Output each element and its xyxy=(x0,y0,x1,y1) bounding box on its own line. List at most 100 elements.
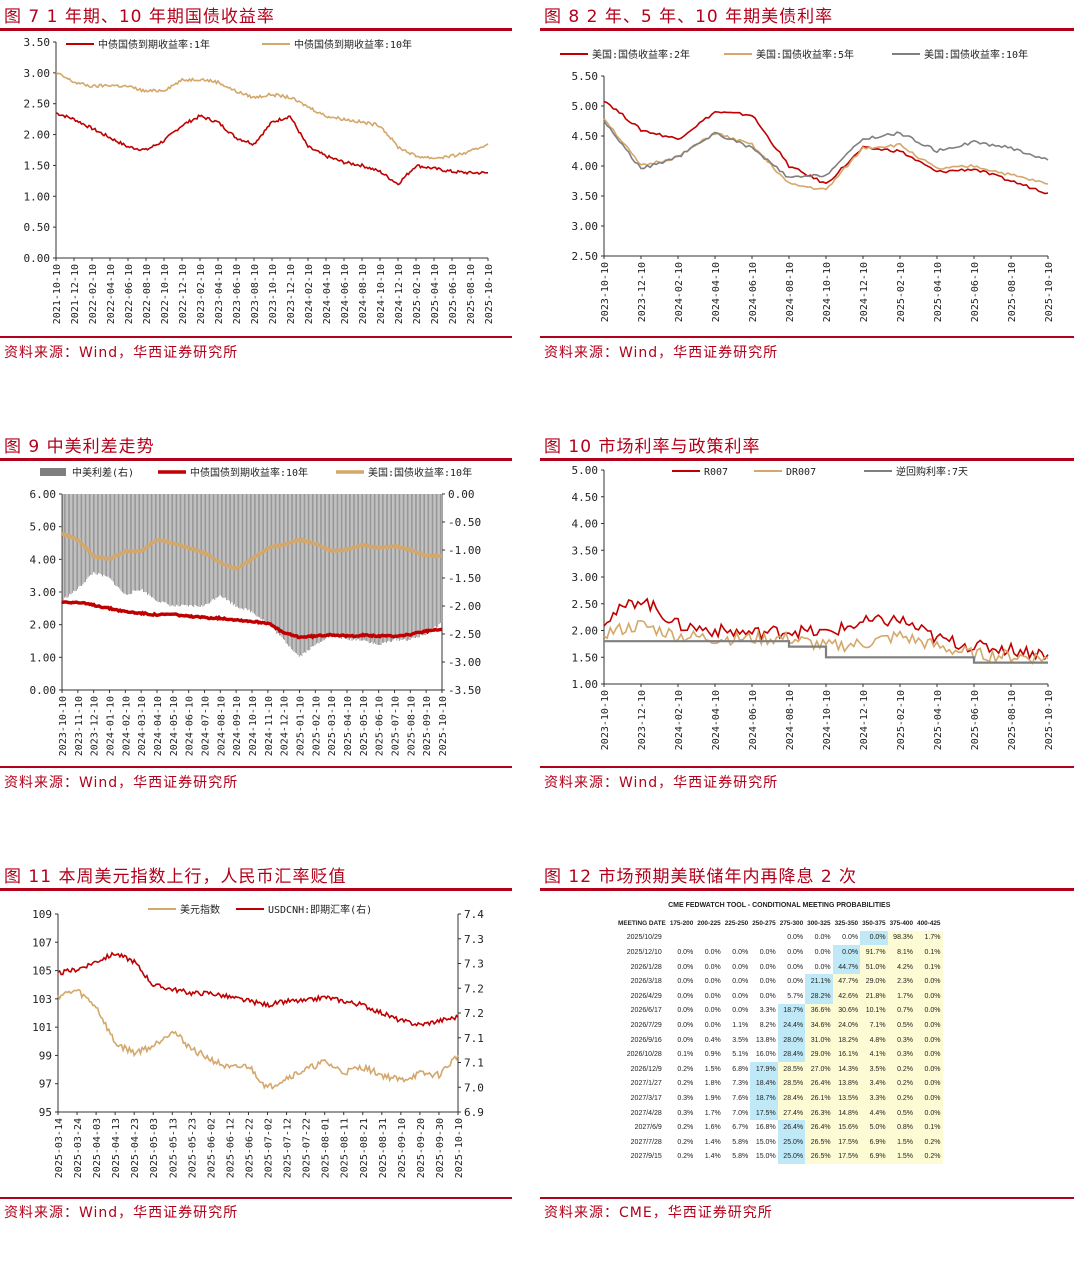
x-tick-label: 2025-09-10 xyxy=(397,1118,408,1178)
spread-bar xyxy=(207,494,209,604)
spread-bar xyxy=(62,494,64,601)
spread-bar xyxy=(176,494,177,605)
probability-cell: 28.4% xyxy=(777,1091,806,1106)
spread-bar xyxy=(218,494,220,597)
meeting-date-cell: 2026/12/9 xyxy=(630,1065,662,1073)
spread-bar xyxy=(230,494,232,604)
spread-bar xyxy=(152,494,154,598)
spread-bar xyxy=(168,494,170,605)
probability-cell: 26.5% xyxy=(805,1134,833,1150)
probability-cell: 5.0% xyxy=(860,1120,888,1135)
spread-bar xyxy=(293,494,295,652)
probability-cell xyxy=(668,931,695,946)
y2-tick-label: -3.50 xyxy=(448,684,481,697)
probability-cell: 0.0% xyxy=(677,1021,694,1029)
spread-bar xyxy=(408,494,410,640)
spread-bar xyxy=(137,494,139,591)
meeting-date-cell: 2025/10/29 xyxy=(626,934,662,942)
spread-bar xyxy=(428,494,429,633)
spread-bar xyxy=(319,494,321,642)
x-tick-label: 2025-09-30 xyxy=(435,1118,446,1178)
spread-bar xyxy=(162,494,164,602)
x-tick-label: 2025-08-21 xyxy=(359,1118,370,1178)
x-tick-label: 2024-12-10 xyxy=(394,264,405,324)
spread-bar xyxy=(188,494,189,607)
spread-bar xyxy=(118,494,119,588)
y-tick-label: 5.00 xyxy=(30,521,57,534)
probability-cell: 0.0% xyxy=(759,963,776,971)
spread-bar xyxy=(250,494,251,613)
series-line-0 xyxy=(57,988,459,1091)
probability-cell: 0.1% xyxy=(915,945,943,960)
y2-tick-label: 7.2 xyxy=(464,982,484,995)
probability-cell: 5.8% xyxy=(732,1153,749,1161)
y-tick-label: 3.00 xyxy=(30,586,57,599)
table-row: 2027/6/9 0.2% 1.6% 6.7% 16.8% 26.4% 26.4% 15.6%… xyxy=(616,1120,943,1135)
column-header-range: 175-200 xyxy=(669,919,694,927)
y-tick-label: 107 xyxy=(32,936,52,949)
panel-fig11: 图 11 本周美元指数上行，人民币汇率贬值 95 97 99 101 103 105 107… xyxy=(0,860,540,1268)
x-tick-label: 2025-10-10 xyxy=(454,1118,465,1178)
probability-cell: 0.2% xyxy=(677,1153,694,1161)
spread-bar xyxy=(358,494,360,640)
x-tick-label: 2024-06-10 xyxy=(748,690,759,750)
probability-cell: 7.6% xyxy=(732,1094,749,1102)
x-tick-label: 2025-04-10 xyxy=(430,264,441,324)
x-tick-label: 2024-11-10 xyxy=(264,696,275,756)
spread-bar xyxy=(384,494,386,642)
fig8-title: 图 8 2 年、5 年、10 年期美债利率 xyxy=(544,7,834,27)
spread-bar xyxy=(93,494,94,572)
x-tick-label: 2025-08-10 xyxy=(1007,262,1018,322)
spread-bar xyxy=(122,494,123,593)
title-rule xyxy=(0,28,512,31)
fig10-chart: 1.00 1.50 2.00 2.50 3.00 3.50 4.00 4.50 5.00 2023… xyxy=(572,464,1056,750)
x-tick-label: 2025-09-20 xyxy=(416,1118,427,1178)
spread-bar xyxy=(376,494,378,645)
x-tick-label: 2025-01-10 xyxy=(296,696,307,756)
spread-bar xyxy=(378,494,379,645)
spread-bar xyxy=(420,494,422,635)
probability-cell: 15.6% xyxy=(832,1120,861,1135)
y-tick-label: 0.50 xyxy=(24,221,51,234)
spread-bar xyxy=(236,494,238,607)
column-header-range: 350-375 xyxy=(862,919,886,927)
series-line-1 xyxy=(61,600,443,640)
spread-bar xyxy=(164,494,166,603)
spread-bar xyxy=(288,494,290,647)
x-tick-label: 2025-02-10 xyxy=(311,696,322,756)
x-tick-label: 2024-12-10 xyxy=(280,696,291,756)
y2-tick-label: -3.00 xyxy=(448,656,481,669)
probability-cell: 18.2% xyxy=(832,1032,861,1048)
spread-bar xyxy=(330,494,332,634)
probability-cell: 25.0% xyxy=(777,1134,806,1150)
y-tick-label: 4.00 xyxy=(30,553,57,566)
spread-bar xyxy=(366,494,367,641)
probability-cell: 0.0% xyxy=(704,1021,721,1029)
spread-bar xyxy=(94,494,96,573)
y2-tick-label: 7.3 xyxy=(464,958,484,971)
spread-bar xyxy=(286,494,288,645)
probability-cell: 27.0% xyxy=(805,1061,833,1077)
probability-cell: 0.0% xyxy=(732,992,749,1000)
source-rule xyxy=(0,336,512,338)
panel-fig8: 图 8 2 年、5 年、10 年期美债利率 2.50 3.00 3.50 4.00 4.… xyxy=(540,0,1080,408)
spread-bar xyxy=(354,494,356,639)
probability-cell: 21.8% xyxy=(860,988,888,1004)
table-row: 2025/12/10 0.0% 0.0% 0.0% 0.0% 0.0% 0.0% 0.0% 91… xyxy=(616,945,943,960)
x-tick-label: 2025-06-10 xyxy=(375,696,386,756)
y2-tick-label: -1.00 xyxy=(448,544,481,557)
column-header-range: 375-400 xyxy=(889,919,914,927)
probability-cell: 0.0% xyxy=(732,1007,749,1015)
probability-cell: 0.0% xyxy=(677,963,694,971)
spread-bar xyxy=(205,494,206,604)
probability-cell: 0.0% xyxy=(787,963,804,971)
probability-cell: 26.1% xyxy=(805,1091,833,1106)
x-tick-label: 2024-10-10 xyxy=(822,690,833,750)
spread-bar xyxy=(374,494,375,643)
spread-bar xyxy=(104,494,106,576)
probability-cell: 26.5% xyxy=(805,1149,833,1165)
meeting-date-cell: 2027/9/15 xyxy=(630,1153,662,1161)
x-tick-label: 2025-06-10 xyxy=(448,264,459,324)
spread-bar xyxy=(90,494,92,575)
spread-bar xyxy=(371,494,373,643)
